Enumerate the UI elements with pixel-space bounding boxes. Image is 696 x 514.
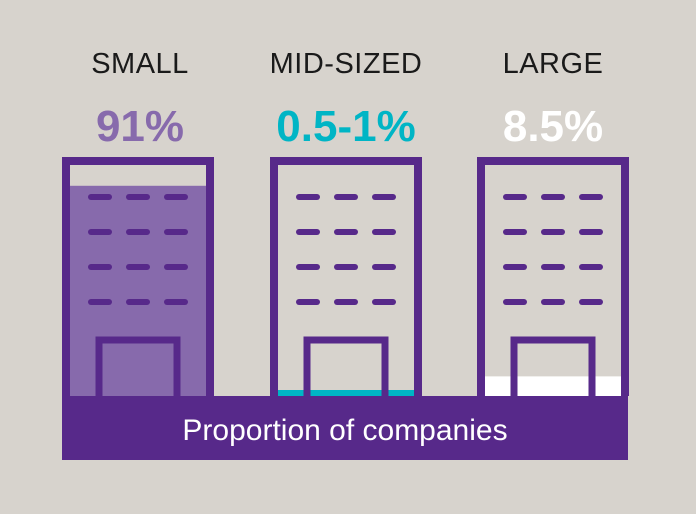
building-large: [477, 157, 629, 396]
building-mid-sized: [270, 157, 422, 396]
bar-fill-small: [70, 185, 206, 396]
x-axis-label: Proportion of companies: [182, 414, 508, 447]
category-label-large: LARGE: [502, 48, 604, 80]
value-label-mid-sized: 0.5-1%: [276, 102, 416, 151]
building-outline-mid-sized: [270, 157, 422, 396]
door-small: [95, 336, 181, 396]
building-outline-small: [62, 157, 214, 396]
building-outline-large: [477, 157, 629, 396]
bar-fill-large: [485, 376, 621, 396]
base-band: [62, 396, 628, 460]
category-label-small: SMALL: [91, 48, 189, 80]
value-label-small: 91%: [95, 102, 185, 151]
door-large: [510, 336, 596, 396]
bar-fill-mid-sized: [278, 390, 414, 396]
value-label-large: 8.5%: [502, 102, 604, 151]
building-small: [62, 157, 214, 396]
category-label-mid-sized: MID-SIZED: [269, 48, 423, 80]
door-mid-sized: [303, 336, 389, 396]
